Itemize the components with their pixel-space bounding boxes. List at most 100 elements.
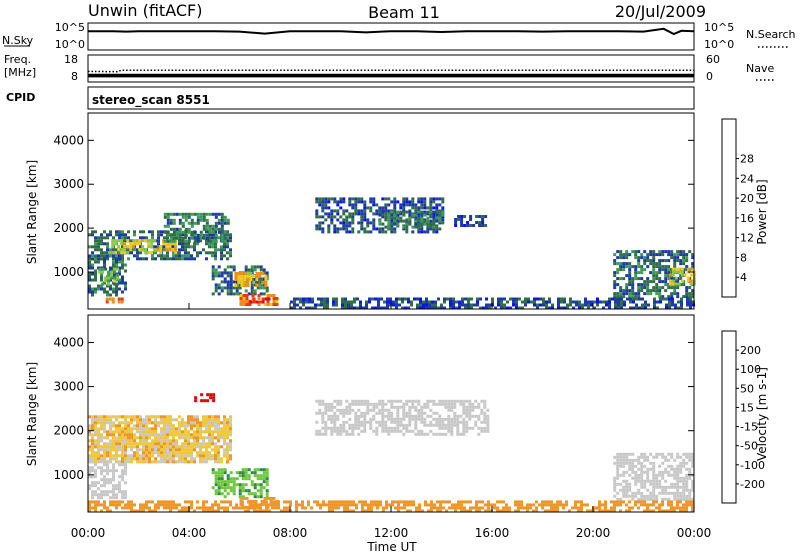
velocity-cell bbox=[130, 442, 133, 446]
velocity-cell bbox=[229, 489, 233, 493]
power-cell bbox=[677, 270, 681, 274]
velocity-cell bbox=[486, 420, 490, 424]
power-cell bbox=[166, 221, 170, 225]
power-cell bbox=[190, 257, 193, 261]
velocity-cell bbox=[97, 451, 100, 455]
velocity-cell bbox=[235, 483, 239, 487]
velocity-cell bbox=[109, 457, 112, 461]
power-cell bbox=[401, 306, 404, 310]
power-cell bbox=[640, 265, 644, 269]
velocity-cell bbox=[199, 448, 202, 452]
velocity-cell bbox=[345, 432, 349, 436]
velocity-cell bbox=[214, 436, 217, 440]
velocity-cell bbox=[265, 500, 268, 504]
velocity-colorbar-label: -15 bbox=[740, 421, 758, 434]
velocity-cell bbox=[390, 411, 394, 415]
velocity-cell bbox=[169, 442, 172, 446]
velocity-cell bbox=[465, 420, 469, 424]
power-cell bbox=[118, 260, 121, 264]
power-cell bbox=[147, 242, 151, 246]
velocity-cell bbox=[604, 503, 607, 507]
velocity-cell bbox=[480, 399, 484, 403]
velocity-cell bbox=[160, 460, 163, 464]
power-cell bbox=[620, 306, 623, 310]
power-cell bbox=[372, 203, 376, 207]
velocity-cell bbox=[691, 497, 695, 501]
velocity-cell bbox=[456, 426, 460, 430]
power-cell bbox=[94, 239, 97, 243]
power-cell bbox=[637, 271, 641, 275]
velocity-cell bbox=[384, 423, 388, 427]
velocity-cell bbox=[121, 445, 124, 449]
power-cell bbox=[637, 250, 641, 254]
velocity-cell bbox=[619, 473, 623, 477]
velocity-cell bbox=[652, 494, 656, 498]
velocity-cell bbox=[649, 497, 653, 501]
power-cell bbox=[539, 297, 542, 301]
power-cell bbox=[261, 297, 265, 301]
velocity-cell bbox=[433, 506, 436, 510]
velocity-cell bbox=[448, 506, 451, 510]
power-cell bbox=[365, 303, 368, 307]
power-cell bbox=[138, 239, 142, 243]
power-cell bbox=[423, 230, 427, 234]
velocity-cell bbox=[429, 414, 433, 418]
power-cell bbox=[557, 303, 560, 307]
velocity-cell bbox=[88, 448, 91, 452]
velocity-cell bbox=[220, 477, 224, 481]
power-cell bbox=[623, 303, 626, 307]
velocity-cell bbox=[345, 399, 349, 403]
velocity-cell bbox=[462, 411, 466, 415]
power-cell bbox=[100, 242, 103, 246]
velocity-cell bbox=[333, 426, 337, 430]
power-cell bbox=[616, 283, 620, 287]
power-cell bbox=[640, 289, 644, 293]
power-cell bbox=[296, 297, 299, 301]
velocity-cell bbox=[97, 448, 100, 452]
velocity-cell bbox=[190, 421, 193, 425]
velocity-cell bbox=[199, 460, 202, 464]
velocity-cell bbox=[118, 503, 121, 507]
power-cell bbox=[634, 265, 638, 269]
velocity-cell bbox=[217, 483, 221, 487]
power-cell bbox=[345, 224, 349, 228]
power-cell bbox=[163, 236, 166, 240]
velocity-cell bbox=[253, 492, 257, 496]
velocity-cell bbox=[679, 464, 683, 468]
power-cell bbox=[411, 230, 415, 234]
power-cell bbox=[484, 215, 488, 218]
velocity-cell bbox=[343, 506, 346, 510]
velocity-cell bbox=[220, 460, 223, 464]
power-cell bbox=[220, 218, 224, 222]
velocity-cell bbox=[328, 500, 331, 504]
power-cell bbox=[157, 233, 160, 237]
velocity-cell bbox=[441, 426, 445, 430]
power-cell bbox=[169, 221, 173, 225]
power-cell bbox=[214, 233, 218, 237]
velocity-cell bbox=[124, 503, 127, 507]
power-cell bbox=[417, 230, 421, 234]
velocity-cell bbox=[193, 418, 196, 422]
velocity-cell bbox=[205, 418, 208, 422]
velocity-cell bbox=[103, 424, 106, 428]
velocity-cell bbox=[631, 458, 635, 462]
velocity-cell bbox=[94, 469, 97, 473]
power-cell bbox=[259, 265, 263, 269]
velocity-cell bbox=[330, 420, 334, 424]
velocity-cell bbox=[550, 503, 553, 507]
velocity-cell bbox=[658, 482, 662, 486]
velocity-cell bbox=[217, 503, 220, 507]
power-cell bbox=[272, 303, 276, 306]
power-cell bbox=[253, 292, 257, 296]
power-cell bbox=[91, 287, 94, 291]
power-cell bbox=[348, 215, 352, 219]
power-cell bbox=[613, 280, 617, 284]
velocity-cell bbox=[415, 506, 418, 510]
power-cell bbox=[479, 306, 482, 310]
velocity-cell bbox=[232, 492, 236, 496]
velocity-cell bbox=[247, 506, 250, 510]
velocity-cell bbox=[136, 457, 139, 461]
power-cell bbox=[635, 306, 638, 310]
velocity-cell bbox=[172, 445, 175, 449]
power-cell bbox=[88, 245, 91, 249]
